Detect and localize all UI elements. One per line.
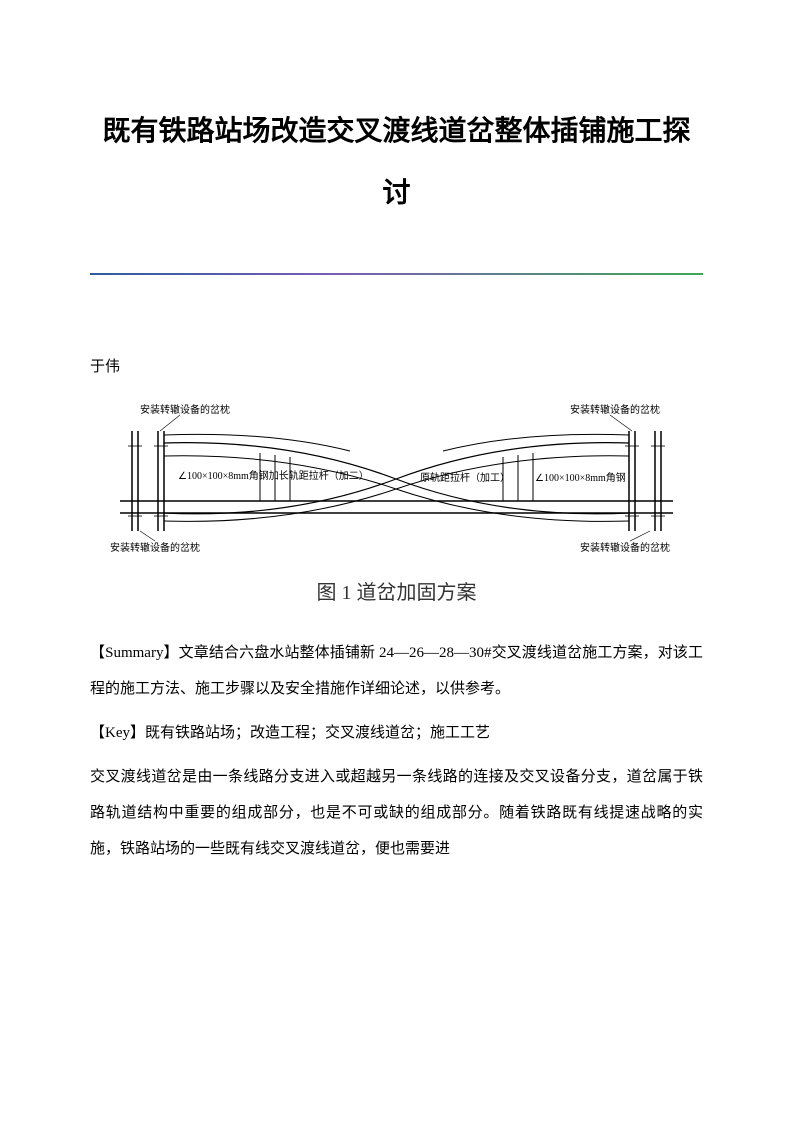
label-bottom-left: 安装转辙设备的岔枕: [110, 541, 200, 554]
turnout-diagram: 安装转辙设备的岔枕 安装转辙设备的岔枕 安装转辙设备的岔枕 安装转辙设备的岔枕: [90, 401, 703, 561]
page-title: 既有铁路站场改造交叉渡线道岔整体插铺施工探讨: [90, 100, 703, 223]
label-top-right: 安装转辙设备的岔枕: [570, 403, 660, 416]
summary-label: 【Summary】: [90, 645, 179, 661]
body-paragraph: 交叉渡线道岔是由一条线路分支进入或超越另一条线路的连接及交叉设备分支，道岔属于铁…: [90, 759, 703, 867]
summary-text: 文章结合六盘水站整体插铺新 24—26—28—30#交叉渡线道岔施工方案，对该工…: [90, 645, 703, 697]
label-bottom-right: 安装转辙设备的岔枕: [580, 541, 670, 554]
diagram-figure: 安装转辙设备的岔枕 安装转辙设备的岔枕 安装转辙设备的岔枕 安装转辙设备的岔枕: [90, 401, 703, 566]
summary-paragraph: 【Summary】文章结合六盘水站整体插铺新 24—26—28—30#交叉渡线道…: [90, 635, 703, 707]
diagram-caption: 图 1 道岔加固方案: [90, 576, 703, 605]
gradient-divider: [90, 273, 703, 275]
key-text: 既有铁路站场；改造工程；交叉渡线道岔；施工工艺: [145, 725, 490, 741]
label-top-left: 安装转辙设备的岔枕: [140, 403, 230, 416]
label-right-annotation-1: 原轨距拉杆（加工）: [420, 471, 510, 484]
key-paragraph: 【Key】既有铁路站场；改造工程；交叉渡线道岔；施工工艺: [90, 715, 703, 751]
author-name: 于伟: [90, 355, 703, 376]
label-right-annotation-2: ∠100×100×8mm角钢: [535, 471, 626, 484]
key-label: 【Key】: [90, 725, 145, 741]
label-left-annotation: ∠100×100×8mm角钢加长轨距拉杆（加二）: [178, 469, 369, 482]
